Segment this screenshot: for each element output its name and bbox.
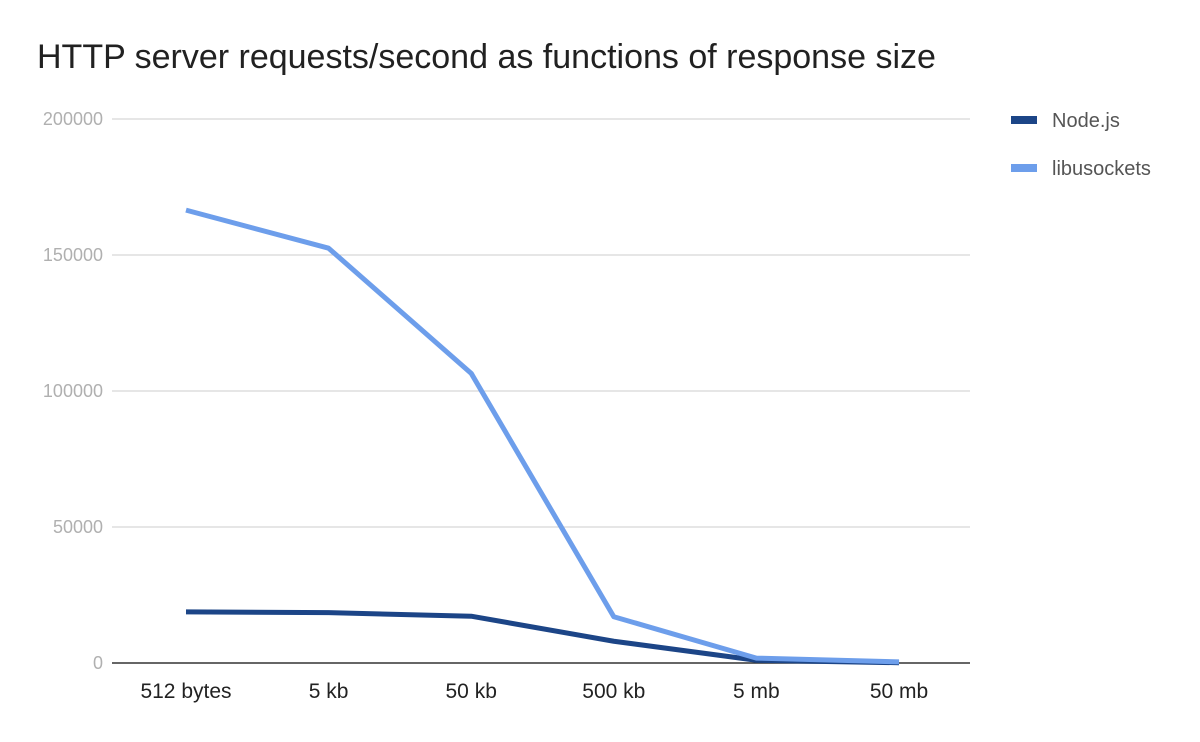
series-line-node-js [185, 609, 900, 666]
y-tick-label: 200000 [43, 109, 103, 129]
x-tick-label: 5 kb [309, 680, 349, 703]
x-axis-ticks: 512 bytes 5 kb 50 kb 500 kb 5 mb 50 mb [140, 680, 928, 703]
y-tick-label: 150000 [43, 245, 103, 265]
x-tick-label: 50 mb [870, 680, 928, 703]
legend-label: Node.js [1052, 110, 1120, 132]
chart-title: HTTP server requests/second as functions… [37, 38, 936, 76]
x-tick-label: 500 kb [582, 680, 645, 703]
y-tick-label: 50000 [53, 517, 103, 537]
x-tick-label: 50 kb [446, 680, 497, 703]
y-tick-label: 0 [93, 653, 103, 673]
legend-swatch [1011, 164, 1037, 172]
legend-item: libusockets [1011, 158, 1151, 180]
legend-label: libusockets [1052, 158, 1151, 180]
series-line-libusockets [185, 207, 900, 665]
legend: Node.js libusockets [1011, 110, 1151, 180]
x-tick-label: 512 bytes [140, 680, 231, 703]
gridlines [112, 118, 970, 664]
legend-swatch [1011, 116, 1037, 124]
y-tick-label: 100000 [43, 381, 103, 401]
x-tick-label: 5 mb [733, 680, 780, 703]
series-lines [185, 207, 900, 666]
y-axis-ticks: 0 50000 100000 150000 200000 [43, 109, 103, 673]
legend-item: Node.js [1011, 110, 1120, 132]
